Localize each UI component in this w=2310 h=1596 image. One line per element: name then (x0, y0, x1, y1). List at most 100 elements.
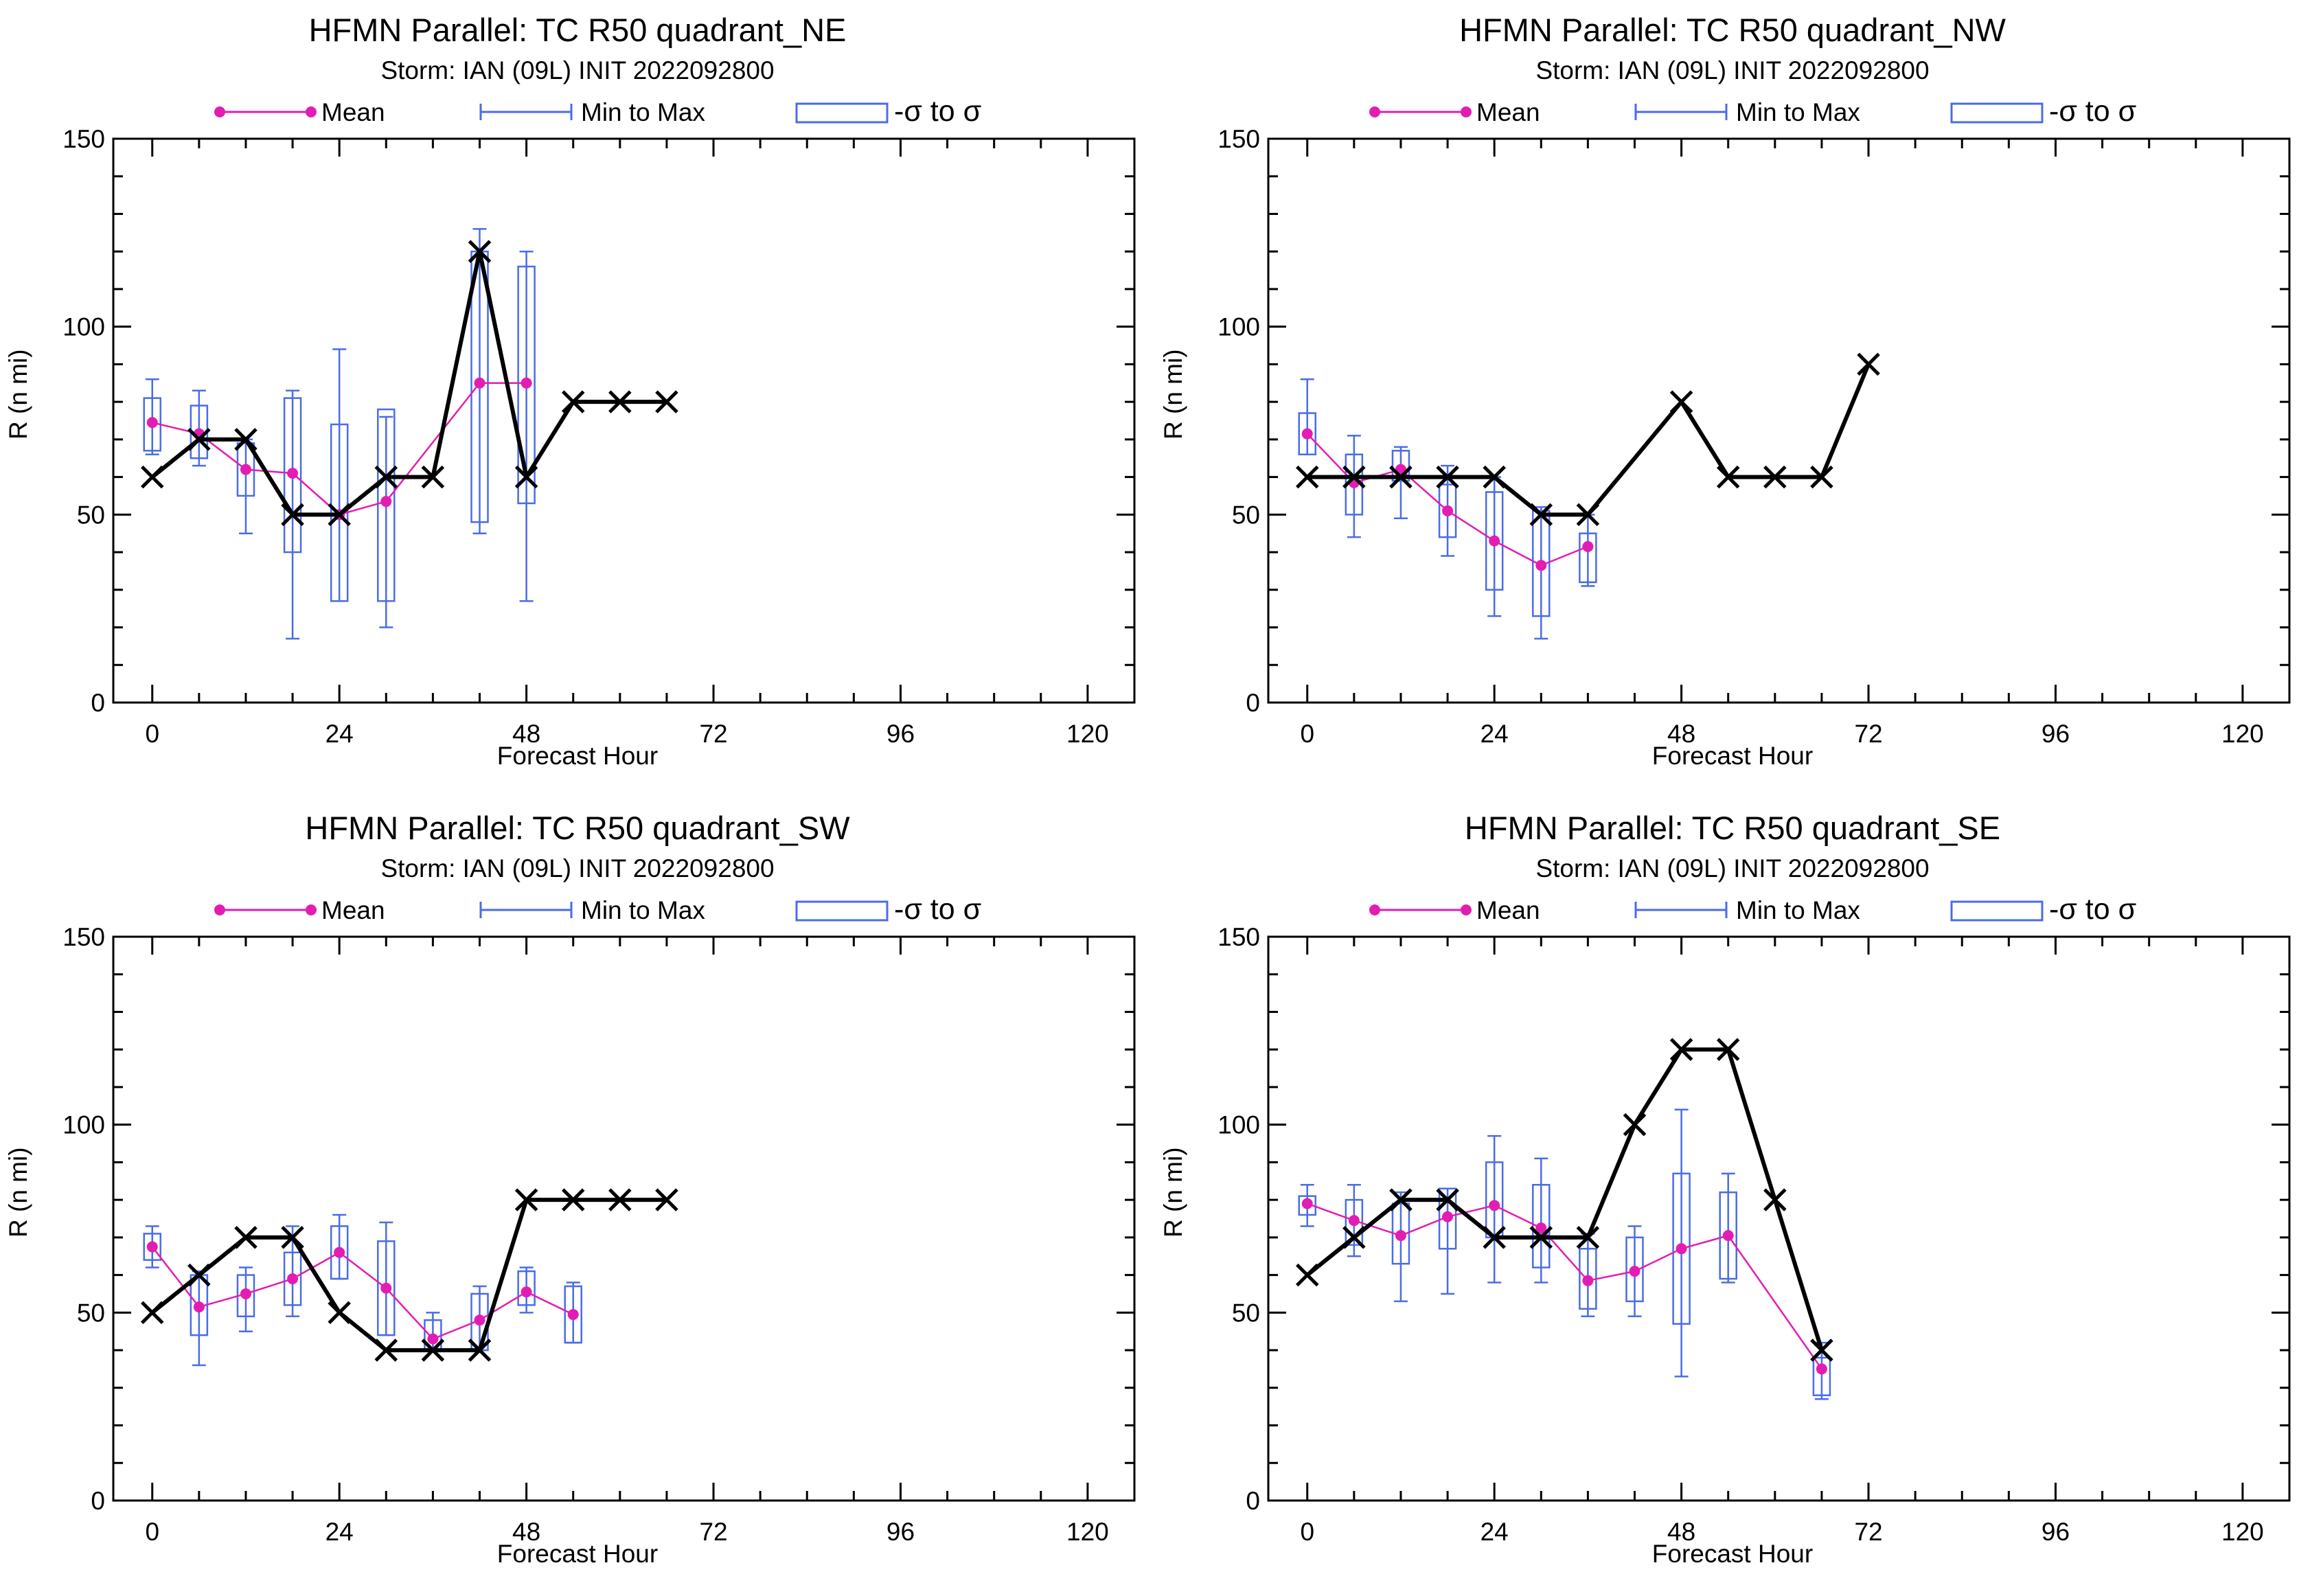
chart-svg: Mean Min to Max -σ to σ 0 24 48 72 96 120 0 50 100 1… (62, 893, 1136, 1546)
mean-point (240, 464, 251, 475)
chart-subtitle: Storm: IAN (09L) INIT 2022092800 (1535, 56, 1930, 84)
legend-minmax-label: Min to Max (1736, 98, 1860, 126)
observed-point (281, 503, 304, 527)
sigma-box (1672, 1172, 1691, 1325)
sigma-box (1438, 1187, 1457, 1250)
observed-point (187, 1263, 211, 1287)
chart-svg: Mean Min to Max -σ to σ 0 24 48 72 96 120 0 50 100 1… (1217, 95, 2291, 748)
sigma-box (517, 1270, 536, 1306)
observed-marker-stroke (281, 1226, 304, 1249)
legend: Mean Min to Max -σ to σ (1369, 893, 2136, 926)
observed-point (328, 503, 351, 527)
x-tick-label: 72 (699, 720, 727, 748)
legend-mean-marker (214, 106, 225, 117)
mean-point (1395, 1230, 1406, 1242)
observed-point (1295, 1263, 1319, 1287)
y-tick-label: 150 (62, 923, 105, 951)
observed-marker-stroke (561, 1188, 585, 1211)
sigma-box (283, 397, 302, 554)
legend-sigma-label: -σ to σ (894, 95, 981, 128)
x-tick-label: 96 (887, 1518, 915, 1546)
y-tick-label: 50 (77, 501, 105, 529)
sigma-box (283, 1251, 302, 1306)
x-axis-label: Forecast Hour (496, 1540, 659, 1568)
y-tick-label: 150 (1217, 923, 1260, 951)
legend-sigma-label: -σ to σ (2049, 95, 2136, 128)
observed-point (140, 465, 164, 489)
observed-marker-stroke (655, 1188, 678, 1211)
observed-marker-stroke (468, 240, 492, 263)
observed-point (374, 465, 398, 489)
legend-minmax-label: Min to Max (581, 98, 705, 126)
y-tick-label: 100 (62, 1111, 105, 1139)
x-tick-label: 24 (325, 1518, 354, 1546)
x-tick-label: 0 (145, 1518, 159, 1546)
y-tick-label: 0 (1246, 1487, 1260, 1515)
observed-point (234, 1226, 258, 1249)
observed-marker-stroke (1810, 465, 1833, 489)
observed-marker-stroke (1716, 465, 1740, 489)
observed-marker-stroke (187, 428, 211, 451)
y-tick-label: 50 (77, 1299, 105, 1327)
sigma-box (330, 1225, 349, 1280)
mean-point (380, 496, 392, 508)
sigma-box (1391, 450, 1410, 482)
x-tick-label: 72 (1854, 720, 1882, 748)
x-axis-label: Forecast Hour (1651, 742, 1814, 770)
mean-point (1535, 1222, 1547, 1234)
mean-point (1442, 505, 1454, 516)
sigma-box (1812, 1356, 1831, 1396)
y-tick-label: 150 (62, 125, 105, 153)
chart-subtitle: Storm: IAN (09L) INIT 2022092800 (380, 56, 775, 84)
legend-mean-label: Mean (1476, 98, 1540, 126)
y-tick-label: 0 (1246, 689, 1260, 717)
observed-point (1810, 1338, 1833, 1362)
observed-marker-stroke (1389, 1188, 1413, 1211)
observed-point (655, 390, 678, 413)
y-tick-label: 100 (62, 313, 105, 341)
observed-marker-stroke (1763, 465, 1787, 489)
plot-frame (1267, 935, 2291, 1502)
observed-marker-stroke (1342, 1226, 1366, 1249)
mean-line (1307, 1202, 1822, 1370)
sigma-box (1298, 412, 1317, 456)
observed-point (1389, 465, 1413, 489)
sigma-box (143, 1233, 162, 1261)
y-tick-label: 0 (91, 689, 105, 717)
x-tick-label: 24 (1480, 1518, 1509, 1546)
observed-marker-stroke (1295, 465, 1319, 489)
observed-point (421, 465, 445, 489)
y-tick-label: 100 (1217, 313, 1260, 341)
sigma-box (1298, 1195, 1317, 1216)
observed-point (187, 428, 211, 451)
observed-marker-stroke (1483, 465, 1506, 489)
observed-point (655, 1188, 678, 1211)
x-tick-label: 120 (1066, 1518, 1109, 1546)
observed-marker-stroke (140, 465, 164, 489)
mean-point (1722, 1230, 1734, 1242)
sigma-box (1438, 483, 1457, 538)
observed-marker-stroke (608, 1188, 632, 1211)
x-tick-label: 96 (887, 720, 915, 748)
observed-marker-stroke (1810, 1338, 1833, 1362)
mean-point (334, 1246, 345, 1258)
observed-marker-stroke (421, 1338, 445, 1362)
observed-marker-stroke (1576, 503, 1600, 527)
legend-mean-label: Mean (1476, 896, 1540, 924)
mean-point (1348, 1215, 1360, 1227)
observed-point (1716, 465, 1740, 489)
x-tick-label: 120 (2221, 1518, 2264, 1546)
observed-line (150, 1198, 667, 1353)
mean-point (521, 1286, 532, 1298)
observed-marker-stroke (140, 1301, 164, 1325)
sigma-box (1625, 1236, 1644, 1303)
chart-subtitle: Storm: IAN (09L) INIT 2022092800 (1535, 854, 1930, 882)
mean-point (1301, 428, 1313, 440)
x-tick-label: 72 (699, 1518, 727, 1546)
mean-point (567, 1309, 579, 1321)
mean-line (151, 1246, 574, 1341)
observed-point (1623, 1113, 1647, 1137)
chart-title: HFMN Parallel: TC R50 quadrant_NE (308, 12, 847, 48)
observed-point (1576, 503, 1600, 527)
mean-point (193, 1301, 205, 1313)
